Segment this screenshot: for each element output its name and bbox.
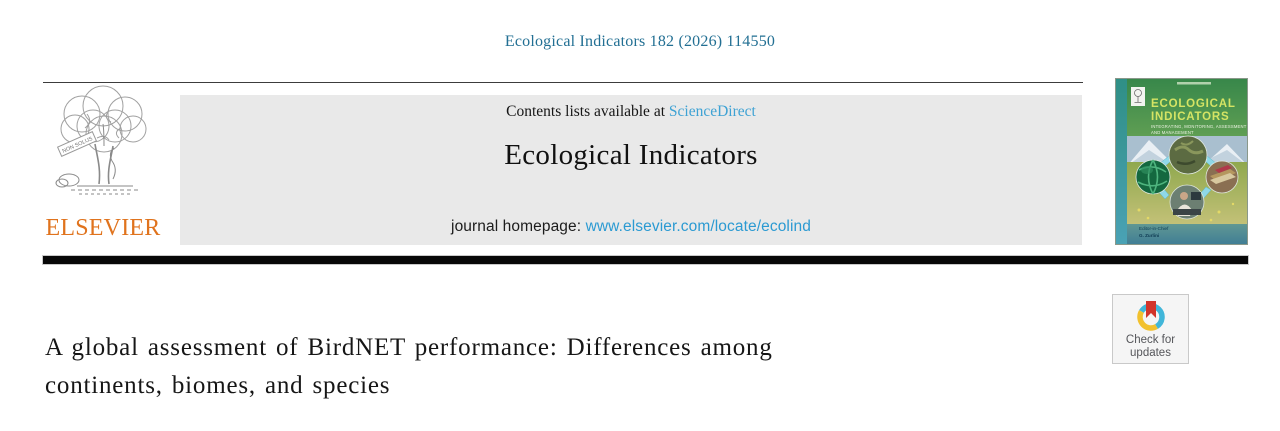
- cover-editor-label: Editor-in-Chief: [1139, 226, 1169, 231]
- journal-cover-thumbnail: ECOLOGICAL INDICATORS INTEGRATING, MONIT…: [1115, 78, 1248, 245]
- journal-title: Ecological Indicators: [504, 139, 758, 171]
- crossmark-icon: [1136, 301, 1165, 331]
- homepage-prefix: journal homepage:: [451, 218, 582, 235]
- cover-subtitle-1: INTEGRATING, MONITORING, ASSESSMENT: [1151, 124, 1247, 129]
- article-title-line-1: A global assessment of BirdNET performan…: [45, 334, 773, 361]
- crossmark-badge[interactable]: Check for updates: [1112, 294, 1189, 364]
- sciencedirect-link[interactable]: ScienceDirect: [668, 103, 756, 120]
- cover-title-1: ECOLOGICAL: [1151, 98, 1236, 110]
- journal-homepage-link[interactable]: www.elsevier.com/locate/ecolind: [585, 218, 811, 235]
- separator-bar: [43, 256, 1248, 264]
- article-title: A global assessment of BirdNET performan…: [45, 329, 1045, 405]
- crossmark-label-line-1: Check for: [1125, 334, 1176, 346]
- elsevier-wordmark: ELSEVIER: [45, 215, 161, 241]
- elsevier-tree-icon: NON SOLUS: [55, 85, 147, 195]
- contents-line: Contents lists available at ScienceDirec…: [180, 103, 1082, 121]
- cover-side-band: [1115, 78, 1127, 245]
- cover-editor-name: G. Zurlini: [1139, 233, 1159, 238]
- header-rule: [43, 82, 1083, 83]
- cover-issn-dash: [1177, 82, 1211, 85]
- crossmark-label-line-2: updates: [1130, 346, 1171, 359]
- article-title-line-2: continents, biomes, and species: [45, 372, 391, 399]
- cover-elsevier-mark: [1131, 87, 1145, 106]
- contents-prefix: Contents lists available at: [506, 103, 666, 120]
- homepage-line: journal homepage: www.elsevier.com/locat…: [180, 218, 1082, 236]
- cover-photo-montage: [1127, 135, 1248, 224]
- journal-header-box: Contents lists available at ScienceDirec…: [180, 95, 1082, 245]
- cover-title-2: INDICATORS: [1151, 111, 1230, 123]
- elsevier-logo: NON SOLUS ELSEVIER: [45, 84, 161, 242]
- cover-subtitle-2: AND MANAGEMENT: [1151, 130, 1194, 135]
- non-solus-banner: NON SOLUS: [56, 131, 98, 157]
- journal-citation-link[interactable]: Ecological Indicators 182 (2026) 114550: [504, 33, 776, 50]
